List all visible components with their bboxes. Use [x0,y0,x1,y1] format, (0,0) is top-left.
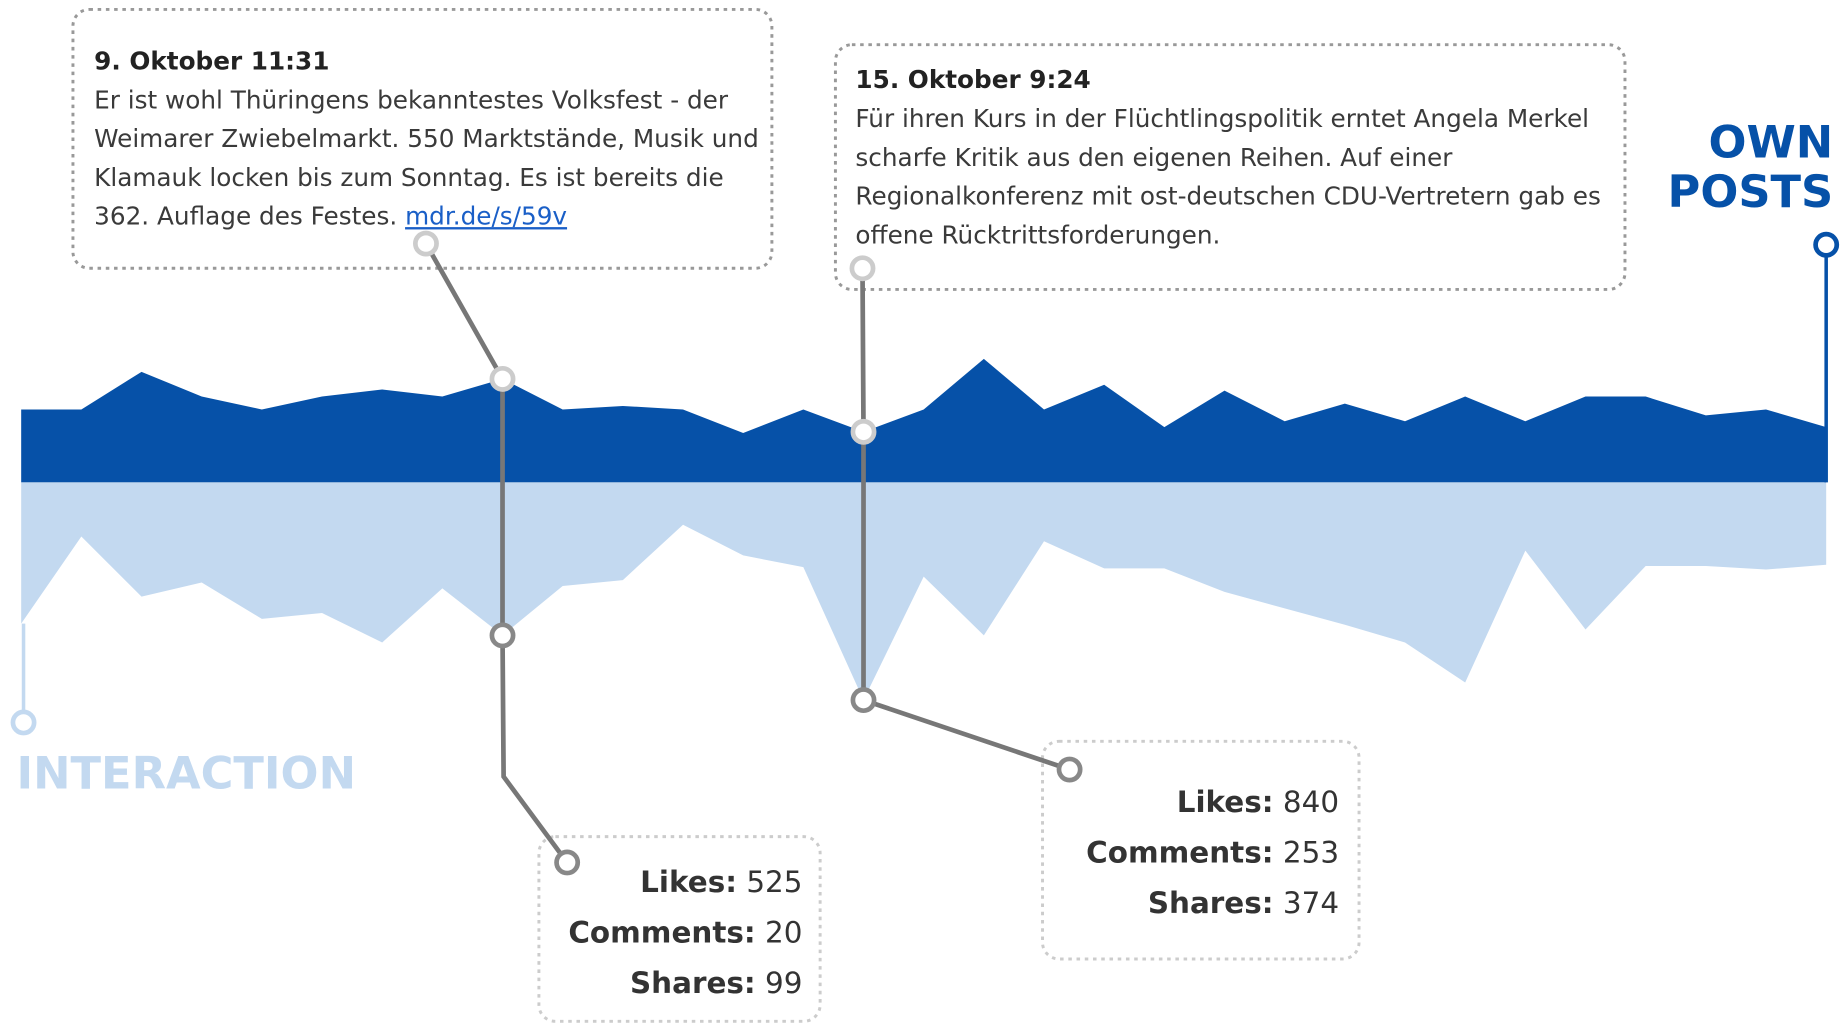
stat-value: 20 [765,915,803,950]
legend-own: OWN POSTS [1667,116,1834,218]
post-body: Für ihren Kurs in der Flüchtlingspolitik… [855,104,1601,250]
stats-box [537,835,822,1023]
stat-value: 525 [746,864,803,899]
stat-value: 840 [1282,784,1340,819]
point [850,418,877,445]
stats: Likes: 525 Comments: 20 Shares: 99 [568,857,802,1009]
point [850,687,877,714]
point [489,622,516,649]
stat-label: Comments: [568,915,756,950]
anchor-dot [849,255,876,282]
post-text: 15. Oktober 9:24 Für ihren Kurs in der F… [855,61,1614,255]
legend-dot [10,709,37,736]
area [21,358,1827,483]
stat-row: Likes: 525 [568,857,802,908]
stat-value: 99 [765,966,803,1001]
anchor-dot [1056,756,1083,783]
stat-label: Shares: [629,966,756,1001]
post-link[interactable]: mdr.de/s/59v [405,202,568,231]
stat-row: Shares: 99 [568,958,803,1009]
post-date: 9. Oktober 11:31 [94,47,330,76]
area [21,482,1827,701]
connector [860,268,1071,772]
stats-box [1041,739,1361,961]
post-text: 9. Oktober 11:31 Er ist wohl Thüringens … [94,42,765,236]
point [489,365,516,392]
stat-row: Comments: 20 [568,907,802,958]
stat-value: 253 [1282,835,1340,870]
stat-label: Comments: [1086,835,1274,870]
stat-row: Likes: 840 [1086,777,1339,828]
anchor-dot [413,230,439,257]
stats: Likes: 840 Comments: 253 Shares: 374 [1086,777,1339,929]
stat-value: 374 [1282,886,1340,921]
stat-label: Shares: [1147,886,1274,921]
anchor-dot [554,849,581,876]
stat-frames [537,739,1361,1023]
legend-interaction: INTERACTION [16,747,356,799]
stat-label: Likes: [640,864,737,899]
stat-row: Shares: 374 [1086,878,1339,929]
stat-row: Comments: 253 [1086,827,1339,878]
post-date: 15. Oktober 9:24 [855,65,1091,95]
post-body: Er ist wohl Thüringens bekanntestes Volk… [94,85,759,231]
stat-label: Likes: [1176,784,1274,819]
legend-dot [1813,231,1840,258]
